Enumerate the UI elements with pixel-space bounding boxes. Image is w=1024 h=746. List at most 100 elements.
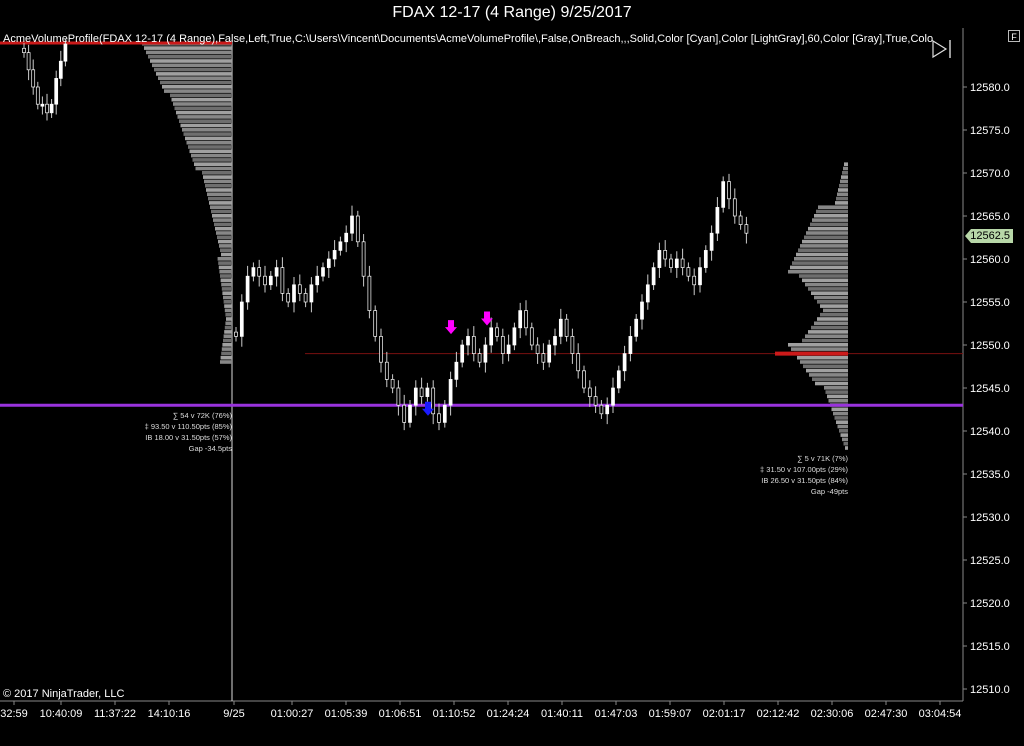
profile-bar bbox=[211, 209, 232, 214]
candle-body bbox=[344, 232, 349, 243]
profile-bar bbox=[220, 278, 232, 283]
candle-body bbox=[692, 275, 697, 286]
profile-bar bbox=[203, 175, 232, 179]
profile-bar bbox=[810, 222, 848, 227]
candle-body bbox=[657, 250, 662, 268]
profile-bar bbox=[814, 214, 848, 218]
profile-bar bbox=[225, 312, 232, 317]
signal-arrow bbox=[445, 320, 457, 335]
candle-body bbox=[315, 275, 320, 286]
profile-bar bbox=[171, 97, 232, 102]
y-tick-label: 12565.0 bbox=[970, 211, 1010, 223]
y-tick-label: 12520.0 bbox=[970, 598, 1010, 610]
profile-bar bbox=[144, 46, 232, 50]
profile-bar bbox=[812, 377, 848, 381]
signal-arrow bbox=[422, 401, 434, 416]
profile-bar bbox=[814, 295, 848, 300]
y-tick-label: 12555.0 bbox=[970, 297, 1010, 309]
candle-body bbox=[326, 258, 331, 268]
stats-ib: IB 18.00 v 31.50pts (57%) bbox=[145, 433, 232, 442]
profile-bar bbox=[146, 50, 232, 55]
profile-bar bbox=[802, 338, 848, 343]
candle-body bbox=[63, 43, 68, 62]
candle-body bbox=[593, 396, 598, 406]
candle-body bbox=[419, 387, 424, 397]
profile-bar bbox=[212, 214, 232, 218]
profile-bar bbox=[842, 437, 848, 442]
stats-gap: Gap -34.5pts bbox=[188, 444, 232, 453]
profile-bar bbox=[817, 317, 848, 321]
stats-range: ‡ 93.50 v 110.50pts (85%) bbox=[144, 422, 232, 431]
corner-button[interactable]: F bbox=[1008, 30, 1020, 42]
candle-body bbox=[582, 370, 586, 389]
candle-body bbox=[715, 207, 720, 234]
profile-bar bbox=[152, 63, 232, 68]
candle-body bbox=[709, 232, 714, 251]
y-tick-label: 12575.0 bbox=[970, 125, 1010, 137]
candle-body bbox=[553, 336, 557, 346]
profile-bar bbox=[808, 330, 848, 334]
profile-bar bbox=[208, 196, 232, 201]
profile-bar bbox=[790, 265, 848, 270]
volume-profile-session1 bbox=[142, 42, 232, 364]
candle-body bbox=[321, 267, 325, 277]
profile-bar bbox=[195, 166, 232, 171]
profile-bar bbox=[223, 334, 232, 338]
candle-body bbox=[413, 387, 418, 406]
candle-body bbox=[674, 258, 679, 268]
candle-body bbox=[738, 215, 743, 225]
candle-body bbox=[268, 275, 273, 286]
profile-stats-session1: ∑ 54 v 72K (76%) ‡ 93.50 v 110.50pts (85… bbox=[132, 410, 232, 454]
profile-bar bbox=[221, 287, 232, 291]
profile-bar bbox=[221, 351, 232, 356]
candle-body bbox=[234, 331, 238, 337]
profile-bar bbox=[206, 188, 232, 192]
candle-body bbox=[680, 258, 685, 268]
profile-bar bbox=[836, 420, 848, 424]
candle-body bbox=[35, 86, 40, 105]
profile-bar bbox=[223, 295, 232, 300]
candle-body bbox=[245, 275, 250, 303]
profile-bar bbox=[841, 175, 848, 179]
candle-body bbox=[251, 267, 256, 277]
candle-body bbox=[727, 181, 731, 200]
profile-bar bbox=[806, 368, 848, 373]
profile-bar bbox=[220, 360, 232, 364]
profile-bar bbox=[839, 429, 848, 433]
profile-bar bbox=[803, 364, 848, 369]
x-tick-label: 02:12:42 bbox=[757, 708, 800, 720]
profile-bar bbox=[837, 424, 848, 429]
x-tick-label: 01:06:51 bbox=[379, 708, 422, 720]
candle-body bbox=[390, 379, 395, 389]
candle-body bbox=[292, 284, 296, 303]
profile-bar bbox=[809, 373, 848, 377]
candle-body bbox=[54, 78, 59, 105]
profile-bar bbox=[804, 235, 848, 240]
profile-bar bbox=[183, 132, 232, 136]
candle-body bbox=[425, 387, 430, 397]
profile-bar bbox=[806, 231, 848, 235]
candle-body bbox=[26, 52, 31, 71]
x-tick-label: 10:40:09 bbox=[40, 708, 83, 720]
stats-volume: ∑ 54 v 72K (76%) bbox=[172, 411, 232, 420]
profile-bar bbox=[154, 67, 232, 72]
profile-bar bbox=[223, 300, 232, 304]
candle-body bbox=[338, 241, 343, 251]
profile-bar bbox=[150, 59, 232, 63]
profile-bar bbox=[205, 183, 232, 188]
candle-body bbox=[558, 318, 563, 337]
candle-body bbox=[529, 327, 534, 346]
scroll-to-end-icon[interactable] bbox=[930, 38, 956, 60]
x-tick-label: 03:04:54 bbox=[919, 708, 962, 720]
candle-body bbox=[512, 327, 517, 346]
stats-volume: ∑ 5 v 71K (7%) bbox=[797, 454, 848, 463]
profile-bar bbox=[218, 239, 232, 244]
candle-body bbox=[379, 336, 383, 363]
x-tick-label: 02:01:17 bbox=[703, 708, 746, 720]
profile-bar bbox=[798, 248, 848, 252]
profile-bar bbox=[791, 347, 848, 351]
profile-bar bbox=[224, 308, 232, 313]
profile-bar bbox=[224, 304, 232, 308]
profile-bar bbox=[812, 218, 848, 222]
